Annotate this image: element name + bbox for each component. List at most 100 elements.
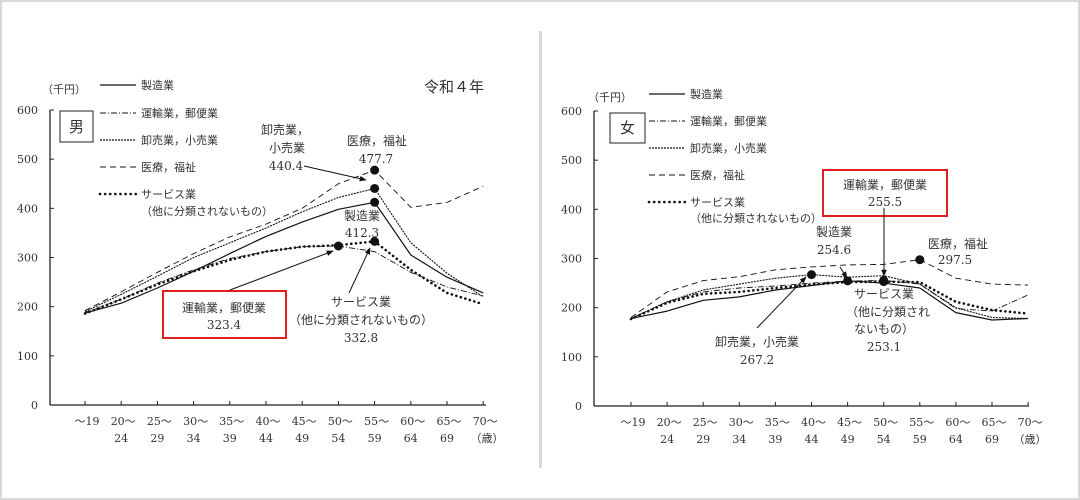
x-tick-label: 34 [187, 432, 201, 445]
data-point-service [879, 277, 889, 287]
annotation-value: 253.1 [867, 340, 901, 354]
x-tick-label: 25～ [693, 416, 718, 429]
annotation-text: 卸売業，小売業 [715, 334, 799, 349]
y-tick-label: 0 [575, 400, 582, 413]
annotation-value: 255.5 [868, 195, 902, 209]
x-tick-label: 69 [440, 432, 454, 445]
legend-female: 製造業 運輸業，郵便業 卸売業，小売業 医療，福祉 サービス業 （他に分類されな… [647, 87, 822, 225]
annotation-service: サービス業 （他に分類されないもの） 332.8 [289, 247, 433, 345]
series-line-service [629, 280, 1030, 321]
annotation-text: サービス業 [331, 295, 391, 309]
x-tick-label: 49 [841, 433, 855, 446]
y-tick-label: 200 [561, 302, 582, 315]
x-tick-label: 35～ [219, 415, 244, 428]
x-tick-label: 44 [259, 432, 273, 445]
legend-label: 運輸業，郵便業 [141, 106, 218, 120]
x-tick-label: 70～ [473, 415, 498, 428]
panel-divider [539, 31, 542, 468]
x-tick-label: 20～ [657, 416, 682, 429]
legend-label: 製造業 [690, 87, 723, 101]
annotation-text: ないもの） [854, 322, 914, 336]
y-tick-label: 400 [17, 202, 38, 215]
legend-label: （他に分類されないもの） [141, 205, 273, 218]
x-tick-label: 39 [223, 432, 237, 445]
legend-label: 製造業 [141, 78, 174, 92]
annotation-retail: 卸売業， 小売業 440.4 [261, 122, 367, 182]
annotation-transport: 運輸業，郵便業 255.5 [822, 169, 948, 277]
y-tick-label: 200 [17, 301, 38, 314]
x-tick-label: 59 [913, 433, 927, 446]
x-tick-label: 55～ [909, 416, 934, 429]
x-axis-unit: （歳） [471, 432, 504, 445]
data-point-retail [807, 270, 816, 280]
annotation-value: 254.6 [817, 243, 851, 257]
annotation-arrow [348, 247, 371, 294]
x-tick-label: 60～ [945, 416, 970, 429]
annotation-text: 製造業 [344, 209, 380, 223]
legend-label: （他に分類されないもの） [690, 212, 822, 225]
y-tick-label: 0 [31, 399, 38, 412]
annotation-arrow [839, 266, 848, 279]
series-line-medical [630, 259, 1029, 318]
x-tick-label: 49 [295, 432, 309, 445]
y-tick-label: 500 [17, 153, 38, 166]
y-tick-label: 300 [17, 252, 38, 265]
x-tick-label: 30～ [729, 416, 754, 429]
panel-label-box [609, 112, 646, 144]
data-point-medical [915, 255, 925, 265]
y-tick-label: 600 [561, 105, 582, 118]
annotation-text: 運輸業，郵便業 [843, 177, 927, 192]
highlight-box [822, 169, 948, 217]
data-point-retail [370, 183, 380, 193]
x-tick-label: 70～ [1018, 416, 1043, 429]
axes-male: 0 100 200 300 400 500 600 ～19 20～ 24 25～ 29 30～ 34 35～… [17, 104, 504, 445]
annotation-value: 332.8 [344, 331, 378, 345]
annotation-medical: 医療，福祉 477.7 [347, 133, 407, 166]
x-tick-label: 64 [949, 433, 963, 446]
x-tick-label: 30～ [183, 415, 208, 428]
x-tick-label: 40～ [801, 416, 826, 429]
legend-label: 卸売業，小売業 [690, 141, 767, 155]
series-line-retail [84, 187, 484, 313]
x-tick-label: 25～ [147, 415, 172, 428]
annotation-text: （他に分類されないもの） [289, 313, 433, 327]
data-point-manufacturing [370, 197, 380, 207]
x-tick-label: 60～ [400, 415, 425, 428]
x-tick-label: 69 [985, 433, 999, 446]
annotation-value: 267.2 [740, 353, 774, 367]
annotation-text: 小売業 [269, 140, 305, 155]
x-tick-label: ～19 [621, 416, 646, 429]
x-tick-label: 29 [696, 433, 710, 446]
annotation-arrow [756, 276, 807, 329]
y-axis-label: （千円） [588, 91, 632, 104]
annotation-text: 運輸業，郵便業 [182, 300, 266, 315]
panel-label: 男 [69, 118, 84, 136]
annotation-text: 医療，福祉 [928, 236, 988, 251]
panel-label-box [59, 110, 94, 143]
x-tick-label: 44 [805, 433, 819, 446]
annotation-service: サービス業 （他に分類され ないもの） 253.1 [846, 287, 930, 354]
x-tick-label: 59 [368, 432, 382, 445]
x-tick-label: 65～ [982, 416, 1007, 429]
annotation-text: 医療，福祉 [347, 133, 407, 148]
annotation-text: 卸売業， [261, 122, 309, 137]
y-axis-label: （千円） [42, 83, 86, 96]
annotation-manufacturing: 製造業 412.3 [344, 209, 380, 240]
chart-male: 令和４年 （千円） 0 100 200 300 400 500 600 ～19 20～ 24 25～… [17, 78, 504, 445]
legend-label: 卸売業，小売業 [141, 133, 218, 147]
chart-female: （千円） 0 100 200 300 400 500 600 ～19 20～ 24 25～ 29 30～… [561, 87, 1047, 446]
data-point-medical [370, 165, 380, 175]
annotation-value: 412.3 [345, 226, 379, 240]
series-line-retail [630, 274, 1029, 320]
annotation-transport: 運輸業，郵便業 323.4 [162, 250, 334, 339]
annotation-text: 製造業 [816, 225, 852, 239]
y-tick-label: 400 [561, 203, 582, 216]
panel-label: 女 [620, 119, 635, 137]
annotation-value: 440.4 [269, 159, 304, 173]
legend-male: 製造業 運輸業，郵便業 卸売業，小売業 医療，福祉 サービス業 （他に分類されな… [98, 78, 273, 218]
series-line-transport [84, 245, 484, 314]
y-tick-label: 100 [561, 351, 582, 364]
legend-label: サービス業 [141, 188, 196, 201]
data-point-manufacturing [843, 276, 853, 286]
